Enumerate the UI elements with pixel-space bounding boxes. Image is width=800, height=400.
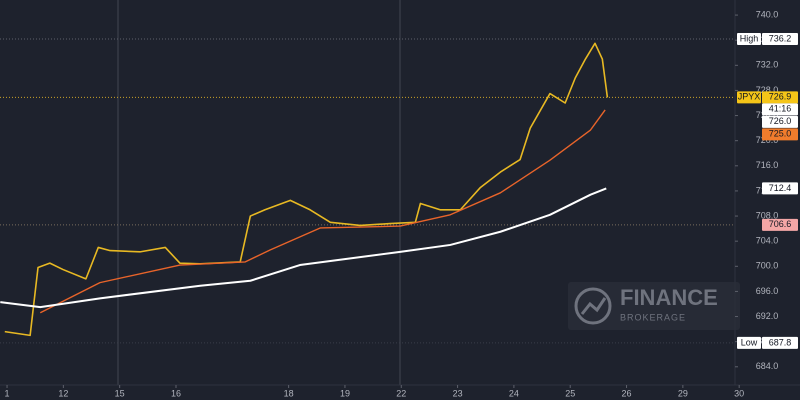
x-tick-label: 23 [453,388,463,398]
price-badge-name: High [740,33,759,43]
price-series [0,187,607,309]
y-tick-label: 684.0 [756,361,779,371]
price-badge: 725.0 [762,128,798,141]
watermark-subtitle: BROKERAGE [620,312,686,322]
price-badge: 706.6 [762,218,798,231]
price-badge-box [762,182,798,195]
price-badge-name-box [737,336,761,349]
price-badge-value: 687.8 [769,337,792,347]
y-tick-label: 740.0 [756,9,779,19]
y-tick-label: 696.0 [756,286,779,296]
countdown-box [762,103,798,116]
price-badge-box [762,91,798,104]
price-badge: 687.8 Low [737,336,798,349]
price-badge: 712.4 [762,182,798,195]
y-tick-label: 708.0 [756,210,779,220]
price-badge-box [762,336,798,349]
price-badge-name: JPYX [738,92,761,102]
price-badge-box [762,218,798,231]
x-tick-label: 29 [678,388,688,398]
price-badge-name: Low [741,337,758,347]
x-tick-label: 26 [622,388,632,398]
price-badge-value: 736.2 [769,33,792,43]
y-tick-label: 728.0 [756,85,779,95]
x-tick-label: 16 [171,388,181,398]
price-badge: 726.0 [762,115,798,128]
price-badge-box [762,115,798,128]
y-tick-label: 704.0 [756,236,779,246]
watermark-icon [574,287,612,325]
price-badge-box [762,128,798,141]
price-badge: 736.2 High [737,32,798,45]
y-tick-label: 700.0 [756,261,779,271]
watermark-icon-arrow [580,297,607,315]
x-tick-label: 15 [115,388,125,398]
price-badge-name-box [737,91,761,104]
price-badge-value: 726.9 [769,92,792,102]
price-series [4,42,609,337]
price-badge-value: 726.0 [769,116,792,126]
y-tick-label: 732.0 [756,60,779,70]
price-badge-value: 725.0 [769,129,792,139]
x-tick-label: 24 [509,388,519,398]
watermark-box [568,282,740,330]
price-badge-box [762,32,798,45]
x-tick-label: 12 [58,388,68,398]
countdown: 41:16 [769,104,792,114]
x-tick-label: 30 [734,388,744,398]
y-tick-label: 716.0 [756,160,779,170]
x-tick-label: 1 [5,388,10,398]
x-tick-label: 25 [565,388,575,398]
x-tick-label: 18 [284,388,294,398]
y-tick-label: 692.0 [756,311,779,321]
x-tick-label: 22 [396,388,406,398]
price-badge-value: 706.6 [769,219,792,229]
price-badge: 726.9 JPYX 41:16 [737,91,798,116]
price-badge-name-box [737,32,761,45]
price-badge-value: 712.4 [769,183,792,193]
watermark-title: FINANCE [620,285,718,310]
watermark: FINANCE BROKERAGE [568,282,740,330]
x-tick-label: 19 [340,388,350,398]
price-series [39,109,606,314]
